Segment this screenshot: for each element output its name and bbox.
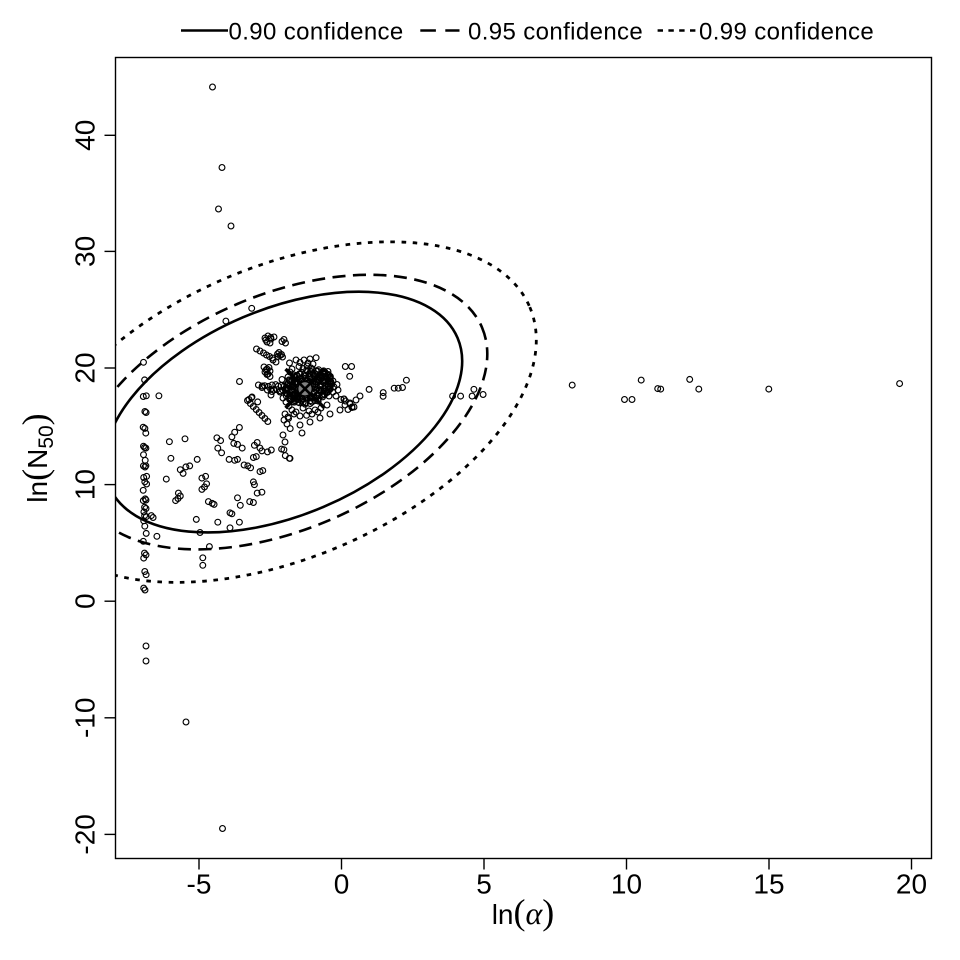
svg-text:30: 30 <box>70 236 101 267</box>
svg-text:ln(α): ln(α) <box>492 892 555 932</box>
svg-text:0: 0 <box>334 869 350 900</box>
svg-text:10: 10 <box>611 869 642 900</box>
svg-text:0.90 confidence: 0.90 confidence <box>229 19 404 46</box>
svg-text:-5: -5 <box>187 869 212 900</box>
svg-text:0.99 confidence: 0.99 confidence <box>699 19 874 46</box>
svg-text:20: 20 <box>70 352 101 383</box>
svg-text:-20: -20 <box>70 814 101 854</box>
svg-text:15: 15 <box>753 869 784 900</box>
svg-text:0.95 confidence: 0.95 confidence <box>468 19 643 46</box>
svg-text:40: 40 <box>70 120 101 151</box>
svg-text:-10: -10 <box>70 698 101 738</box>
svg-text:5: 5 <box>476 869 492 900</box>
svg-text:0: 0 <box>70 593 101 609</box>
svg-text:20: 20 <box>896 869 927 900</box>
svg-text:10: 10 <box>70 469 101 500</box>
